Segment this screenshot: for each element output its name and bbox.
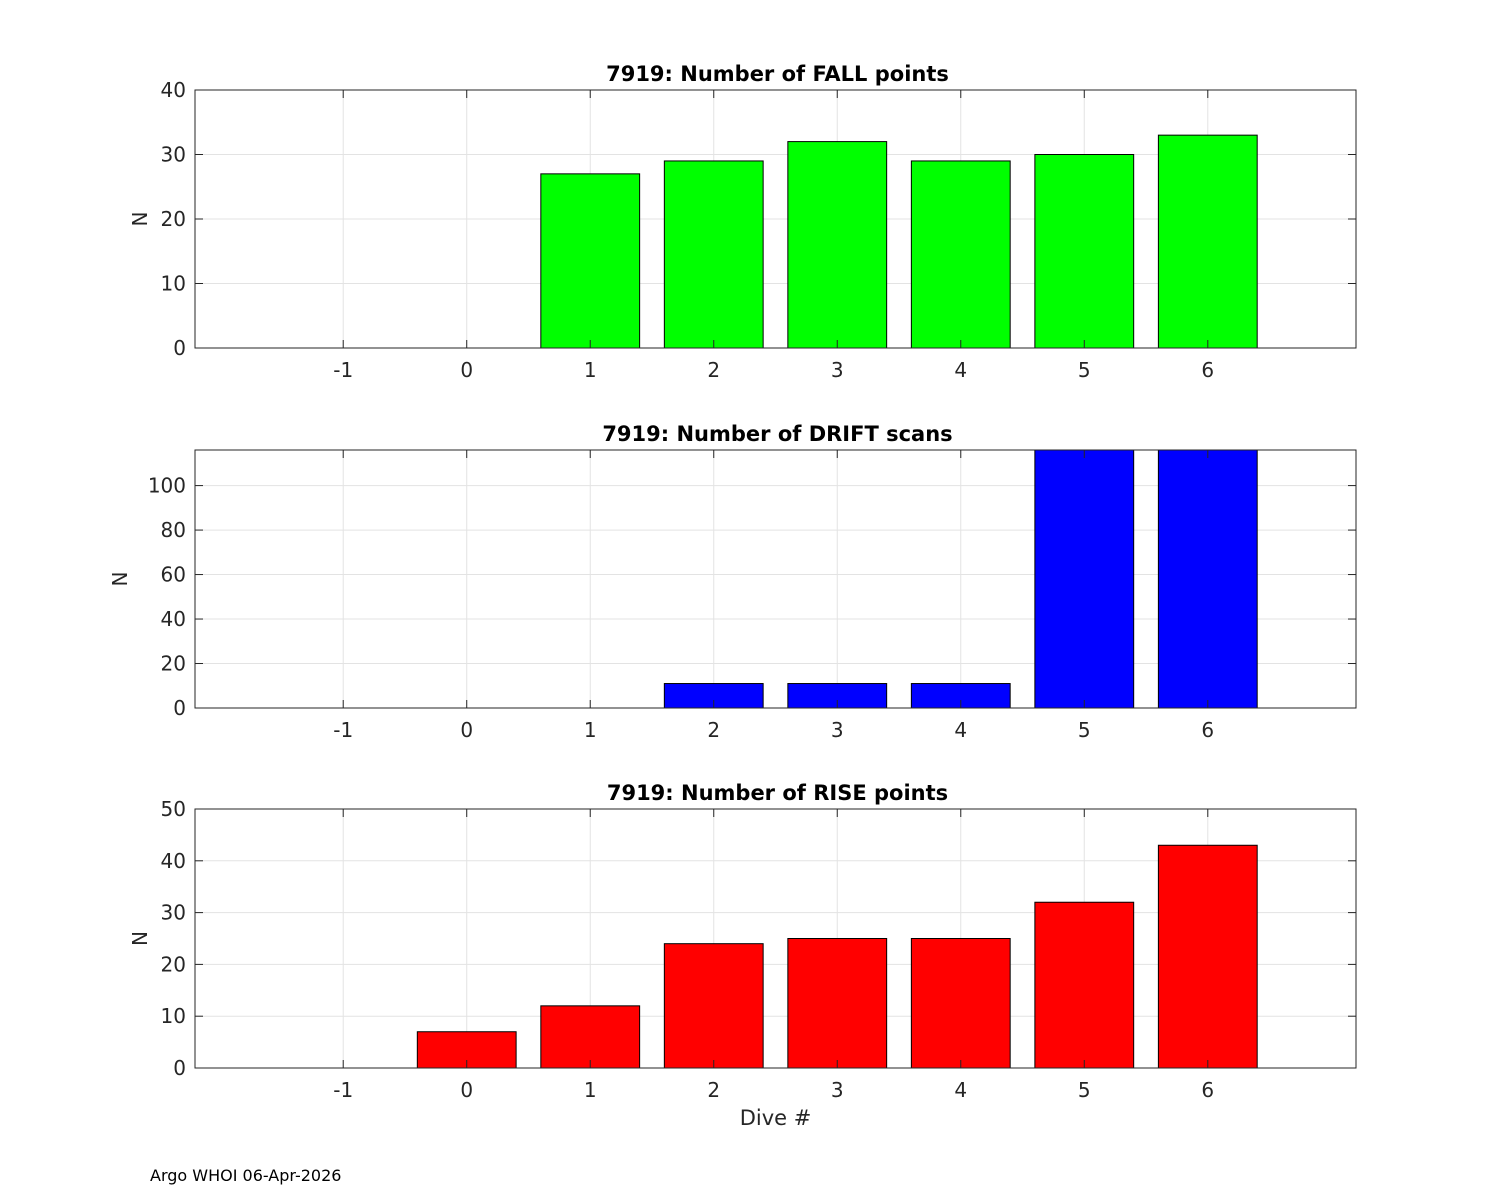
y-axis-label: N	[128, 212, 152, 227]
y-tick-label: 10	[161, 1004, 186, 1028]
x-tick-label: 0	[460, 718, 473, 742]
x-tick-label: 0	[460, 1078, 473, 1102]
bar-5	[1034, 154, 1135, 349]
x-tick-label: 2	[707, 718, 720, 742]
x-tick-label: -1	[333, 358, 353, 382]
x-tick-label: 2	[707, 358, 720, 382]
y-tick-label: 0	[173, 696, 186, 720]
x-tick-label: 4	[954, 718, 967, 742]
x-tick-label: 4	[954, 1078, 967, 1102]
y-tick-label: 80	[161, 518, 186, 542]
bar-1	[540, 1005, 641, 1069]
y-axis-label: N	[128, 931, 152, 946]
x-tick-label: 3	[831, 718, 844, 742]
bar-4	[910, 938, 1011, 1069]
y-tick-label: 20	[161, 952, 186, 976]
x-axis-label: Dive #	[740, 1106, 812, 1130]
bar-3	[787, 938, 888, 1069]
chart-title: 7919: Number of RISE points	[607, 781, 948, 805]
x-tick-label: 1	[584, 1078, 597, 1102]
x-tick-label: 3	[831, 358, 844, 382]
bar-3	[787, 141, 888, 349]
y-tick-label: 0	[173, 1056, 186, 1080]
x-tick-label: 6	[1201, 1078, 1214, 1102]
y-tick-label: 40	[161, 607, 186, 631]
y-tick-label: 20	[161, 207, 186, 231]
bar-5	[1034, 901, 1135, 1069]
chart-title: 7919: Number of DRIFT scans	[602, 422, 952, 446]
y-tick-label: 40	[161, 78, 186, 102]
bar-2	[663, 160, 764, 349]
axes-box	[194, 808, 1357, 1069]
bar-5	[1034, 449, 1135, 709]
x-tick-label: -1	[333, 1078, 353, 1102]
bar-2	[663, 683, 764, 709]
axes-box	[194, 449, 1357, 709]
bar-6	[1157, 449, 1258, 709]
y-tick-label: 50	[161, 797, 186, 821]
y-tick-label: 0	[173, 336, 186, 360]
x-tick-label: -1	[333, 718, 353, 742]
x-tick-label: 2	[707, 1078, 720, 1102]
x-tick-label: 5	[1078, 1078, 1091, 1102]
bar-6	[1157, 134, 1258, 349]
y-tick-label: 20	[161, 652, 186, 676]
y-tick-label: 100	[148, 474, 186, 498]
bar-1	[540, 173, 641, 349]
x-tick-label: 1	[584, 718, 597, 742]
x-tick-label: 4	[954, 358, 967, 382]
y-axis-label: N	[108, 572, 132, 587]
x-tick-label: 0	[460, 358, 473, 382]
y-tick-label: 10	[161, 272, 186, 296]
chart-panel-1: -1 0 1 2 3 4 5 6 0 10 20 30 40 7919: Number of FALL p…	[128, 62, 1357, 382]
x-tick-label: 5	[1078, 718, 1091, 742]
footer-credit: Argo WHOI 06-Apr-2026	[150, 1166, 342, 1185]
bar-6	[1157, 844, 1258, 1069]
x-tick-label: 6	[1201, 358, 1214, 382]
x-tick-label: 3	[831, 1078, 844, 1102]
chart-title: 7919: Number of FALL points	[606, 62, 949, 86]
bar-4	[910, 160, 1011, 349]
x-tick-label: 1	[584, 358, 597, 382]
x-tick-label: 5	[1078, 358, 1091, 382]
y-tick-label: 60	[161, 563, 186, 587]
y-tick-label: 30	[161, 901, 186, 925]
y-tick-label: 30	[161, 143, 186, 167]
y-tick-label: 40	[161, 849, 186, 873]
bar-2	[663, 943, 764, 1069]
x-tick-label: 6	[1201, 718, 1214, 742]
chart-panel-3: -1 0 1 2 3 4 5 6 0 10 20 30 40 50 7919: Number of RISE…	[128, 781, 1357, 1130]
